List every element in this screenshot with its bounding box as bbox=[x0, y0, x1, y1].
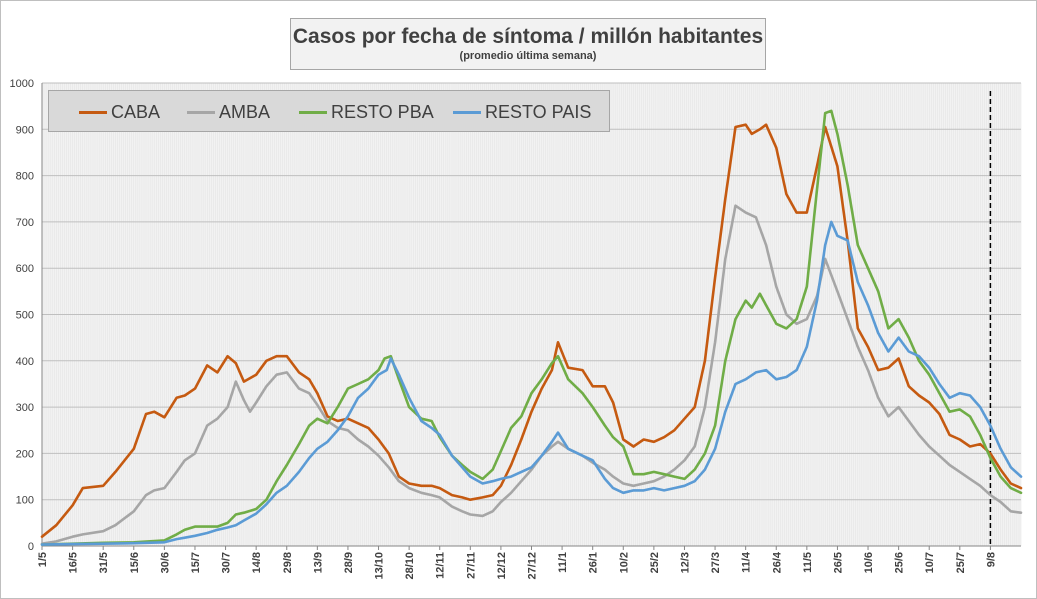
x-tick-label: 31/5 bbox=[98, 552, 110, 573]
y-tick-label: 1000 bbox=[10, 78, 34, 90]
series-line-caba bbox=[40, 123, 1023, 538]
x-tick-label: 12/3 bbox=[679, 552, 691, 573]
x-tick-label: 30/7 bbox=[221, 552, 233, 573]
x-tick-label: 11/5 bbox=[802, 552, 814, 573]
x-tick-label: 9/8 bbox=[985, 552, 997, 567]
legend-swatch-resto-pais bbox=[453, 111, 481, 114]
y-tick-label: 200 bbox=[16, 448, 34, 460]
y-tick-label: 600 bbox=[16, 263, 34, 275]
x-tick-label: 28/9 bbox=[343, 552, 355, 573]
x-tick-label: 25/2 bbox=[649, 552, 661, 573]
chart-title: Casos por fecha de síntoma / millón habi… bbox=[292, 25, 764, 48]
x-tick-label: 26/4 bbox=[771, 551, 783, 573]
y-tick-label: 900 bbox=[16, 124, 34, 136]
x-tick-label: 28/10 bbox=[404, 552, 416, 580]
x-tick-label: 14/8 bbox=[251, 552, 263, 573]
legend-label-caba: CABA bbox=[111, 102, 161, 122]
x-tick-label: 15/7 bbox=[190, 552, 202, 573]
x-tick-label: 29/8 bbox=[282, 552, 294, 573]
gridlines bbox=[41, 82, 1022, 547]
x-tick-label: 16/5 bbox=[68, 552, 80, 573]
y-tick-label: 800 bbox=[16, 171, 34, 183]
x-tick-label: 25/6 bbox=[894, 552, 906, 573]
x-tick-label: 1/5 bbox=[37, 552, 49, 567]
legend-swatch-caba bbox=[79, 111, 107, 114]
x-tick-label: 12/11 bbox=[435, 552, 447, 579]
chart-subtitle: (promedio última semana) bbox=[459, 50, 597, 62]
x-tick-label: 11/1 bbox=[557, 552, 569, 573]
y-tick-label: 100 bbox=[16, 495, 34, 507]
y-tick-label: 300 bbox=[16, 402, 34, 414]
legend-label-resto-pba: RESTO PBA bbox=[331, 102, 434, 122]
x-tick-label: 27/11 bbox=[465, 552, 477, 579]
y-tick-label: 500 bbox=[16, 310, 34, 322]
x-tick-label: 11/4 bbox=[741, 551, 753, 573]
x-tick-label: 27/12 bbox=[527, 552, 539, 580]
legend-label-amba: AMBA bbox=[219, 102, 271, 122]
series-line-resto-pais bbox=[40, 220, 1023, 546]
chart-title-box: Casos por fecha de síntoma / millón habi… bbox=[290, 18, 766, 70]
x-tick-label: 25/7 bbox=[955, 552, 967, 573]
series-lines bbox=[40, 109, 1023, 546]
x-tick-label: 26/1 bbox=[588, 552, 600, 573]
y-tick-label: 0 bbox=[28, 541, 34, 553]
x-tick-label: 10/7 bbox=[924, 552, 936, 573]
x-tick-label: 10/2 bbox=[618, 552, 630, 573]
legend: CABA AMBA RESTO PBA RESTO PAIS bbox=[48, 90, 610, 132]
legend-label-resto-pais: RESTO PAIS bbox=[485, 102, 592, 122]
y-tick-label: 400 bbox=[16, 356, 34, 368]
legend-swatch-amba bbox=[187, 111, 215, 114]
x-tick-label: 13/9 bbox=[312, 552, 324, 573]
y-tick-label: 700 bbox=[16, 217, 34, 229]
x-tick-label: 26/5 bbox=[832, 552, 844, 573]
x-tick-label: 30/6 bbox=[159, 552, 171, 573]
legend-swatch-resto-pba bbox=[299, 111, 327, 114]
x-tick-label: 27/3 bbox=[710, 552, 722, 573]
x-tick-label: 13/10 bbox=[374, 552, 386, 580]
x-tick-label: 10/6 bbox=[863, 552, 875, 573]
x-tick-label: 12/12 bbox=[496, 552, 508, 580]
x-tick-label: 15/6 bbox=[129, 552, 141, 573]
series-line-resto-pba bbox=[40, 109, 1023, 546]
axes: 0 100 200 300 400 500 600 700 800 900 1000 1/5 16/5 3… bbox=[10, 78, 1021, 580]
